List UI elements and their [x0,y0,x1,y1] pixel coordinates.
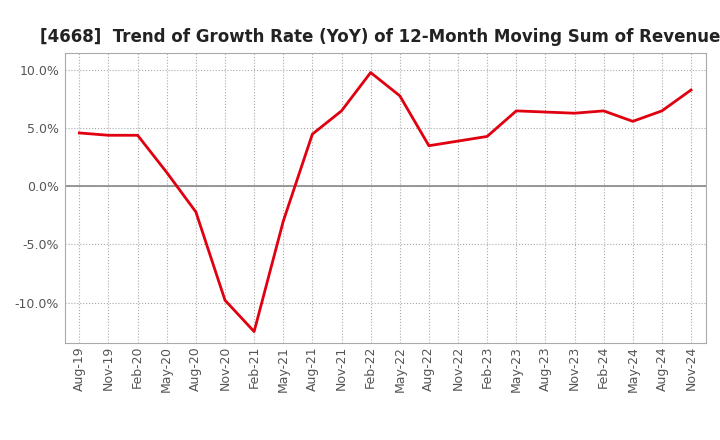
Title: [4668]  Trend of Growth Rate (YoY) of 12-Month Moving Sum of Revenues: [4668] Trend of Growth Rate (YoY) of 12-… [40,28,720,46]
